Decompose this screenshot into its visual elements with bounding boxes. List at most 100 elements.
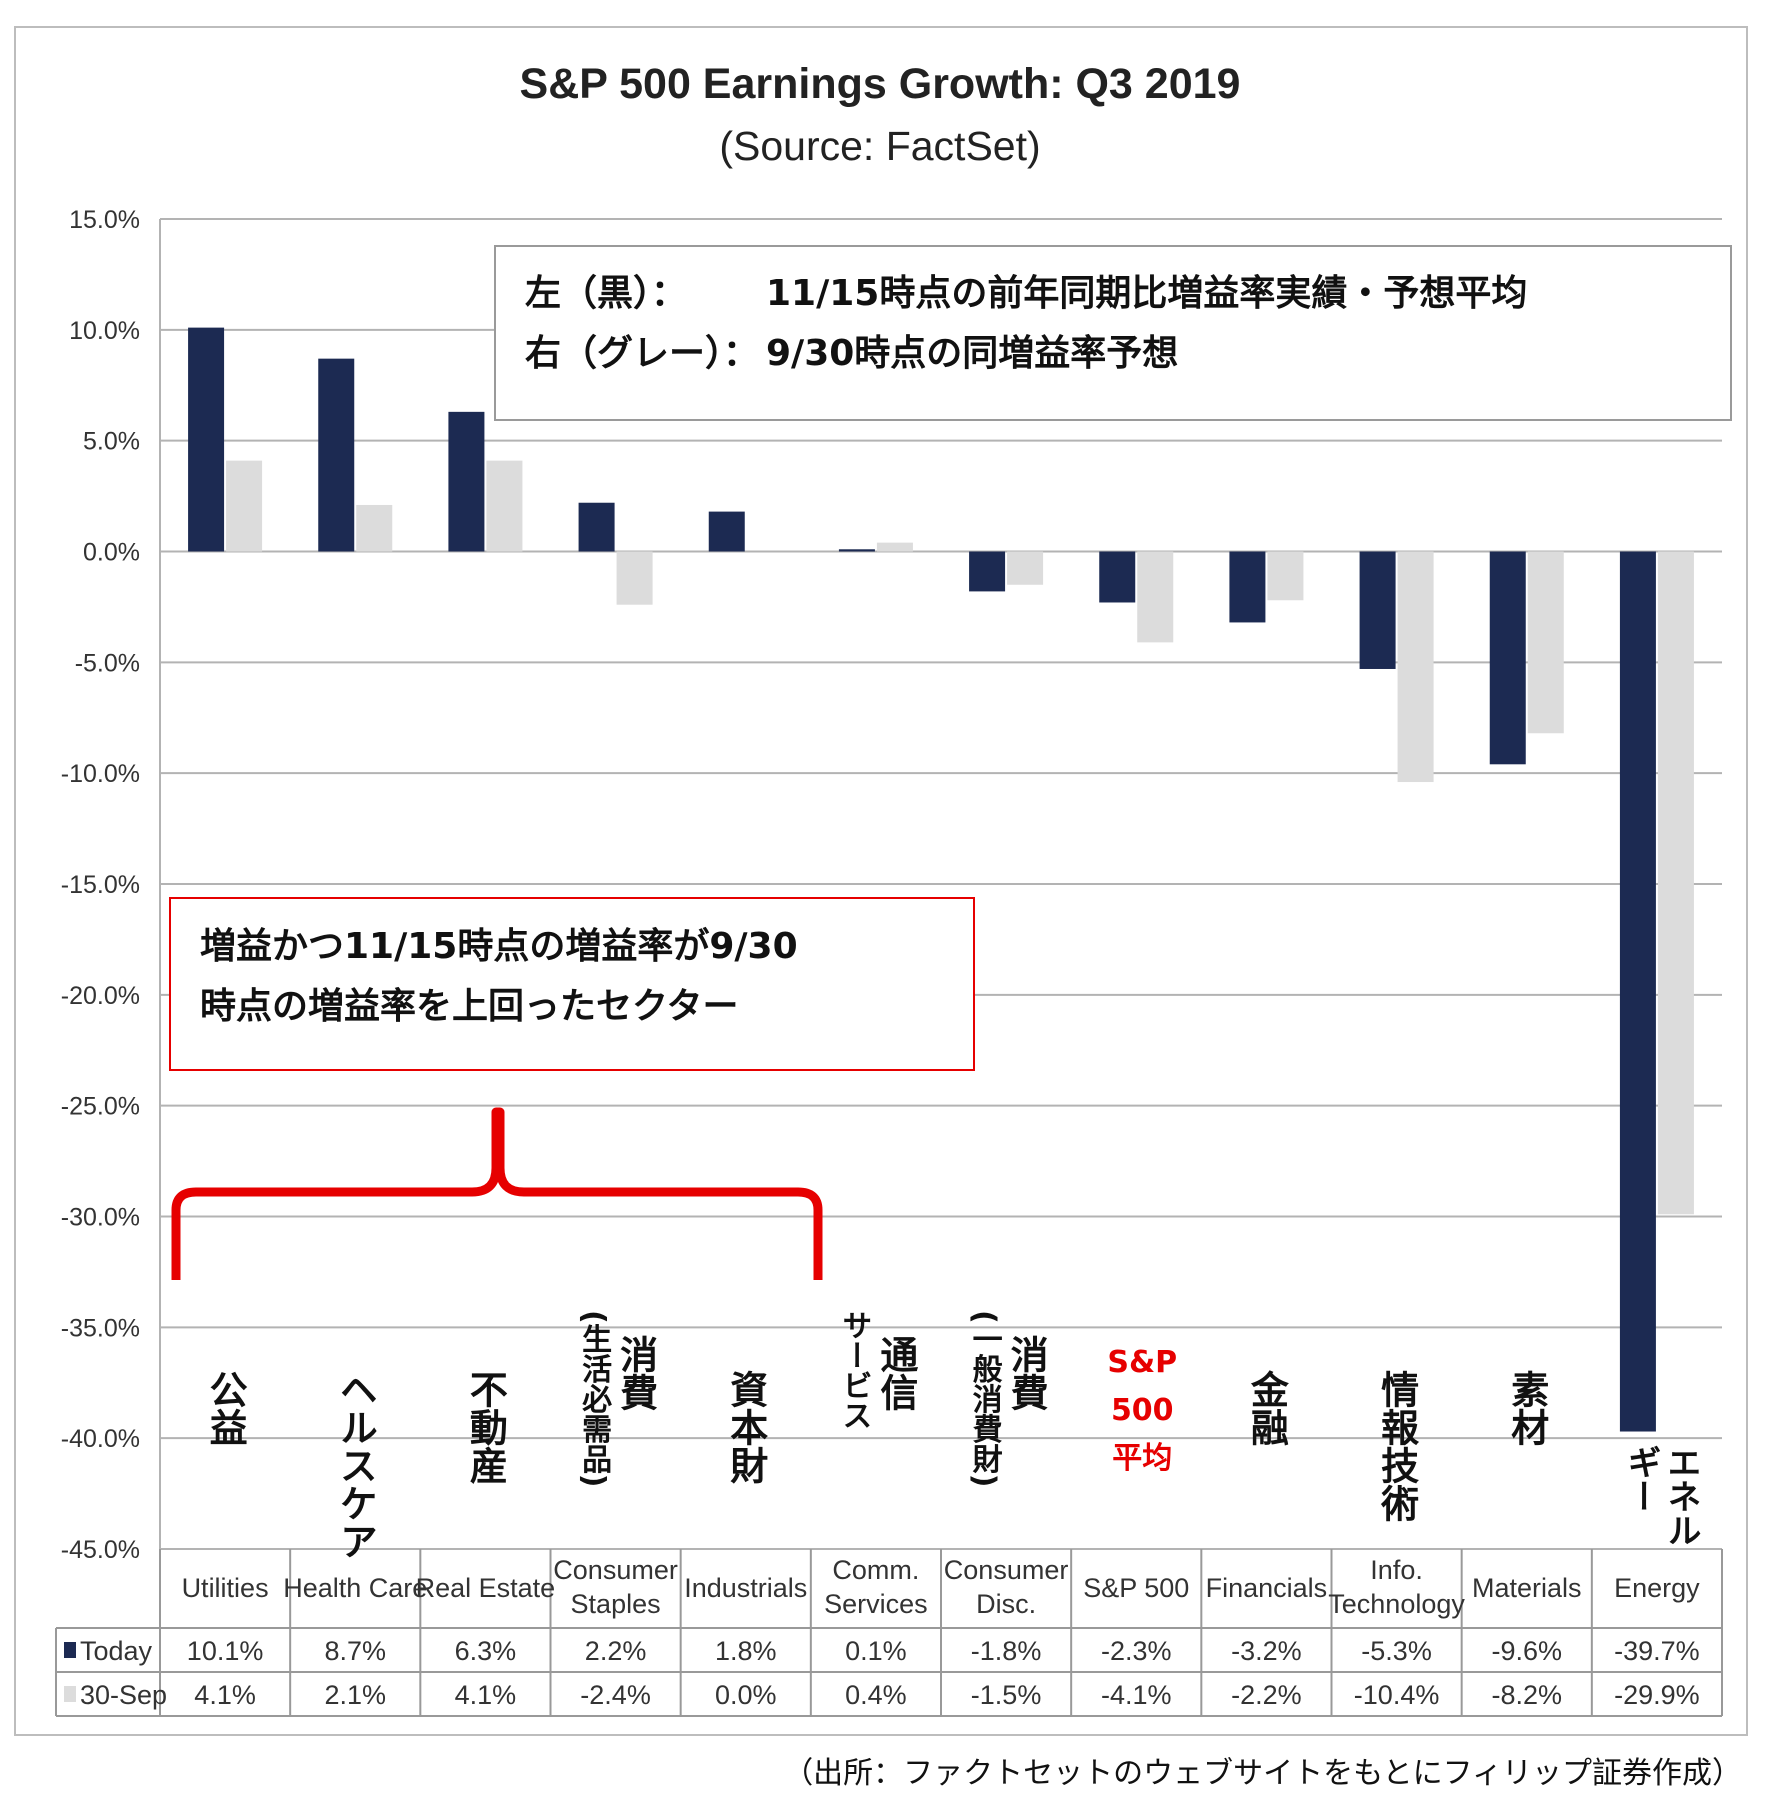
bar-sep30 <box>1267 551 1304 601</box>
sector-label-jp: エネル <box>1661 1445 1701 1547</box>
table-value-cell: -1.5% <box>971 1680 1042 1710</box>
bar-today <box>708 511 745 552</box>
table-header-cell: Consumer <box>944 1555 1069 1585</box>
legend-right-desc: 9/30時点の同増益率予想 <box>766 333 1178 374</box>
legend-swatch <box>64 1642 76 1658</box>
sector-label-jp: 不動産 <box>463 1370 507 1485</box>
y-axis-ticks: 15.0% 10.0% 5.0% 0.0% -5.0% -10.0% -15.0% -20.0… <box>61 206 140 1564</box>
table-header-cell: Financials <box>1206 1573 1328 1603</box>
y-tick-label: 0.0% <box>83 539 140 567</box>
bar-sep30 <box>1657 551 1694 1215</box>
bar-today <box>578 502 615 552</box>
sector-label-jp: (一般消費財) <box>967 1310 1003 1487</box>
sector-label-jp: ヘルスケア <box>333 1370 377 1560</box>
sector-label-jp: 消費 <box>1004 1335 1048 1411</box>
legend-swatch <box>64 1686 76 1702</box>
table-value-cell: -3.2% <box>1231 1636 1302 1666</box>
bar-sep30 <box>1007 551 1044 585</box>
sector-label-jp: S&P <box>1107 1345 1177 1380</box>
table-value-cell: 2.2% <box>585 1636 647 1666</box>
y-tick-label: -30.0% <box>61 1204 140 1232</box>
y-tick-label: -45.0% <box>61 1536 140 1564</box>
series-name: 30-Sep <box>80 1680 167 1710</box>
chart-title: S&P 500 Earnings Growth: Q3 2019 <box>520 60 1241 108</box>
bar-today <box>1489 551 1526 765</box>
sector-label-jp: 金融 <box>1244 1369 1289 1446</box>
table-value-cell: 1.8% <box>715 1636 777 1666</box>
table-header-cell: Disc. <box>976 1589 1036 1619</box>
table-value-cell: -10.4% <box>1354 1680 1440 1710</box>
table-value-cell: 0.1% <box>845 1636 907 1666</box>
bar-today <box>1359 551 1396 669</box>
sector-label-jp: 500 <box>1111 1393 1174 1428</box>
highlight-box: 増益かつ11/15時点の増益率が9/30 時点の増益率を上回ったセクター <box>169 897 975 1071</box>
y-tick-label: 10.0% <box>69 317 140 345</box>
table-value-cell: -4.1% <box>1101 1680 1172 1710</box>
y-tick-label: -10.0% <box>61 760 140 788</box>
table-header-cell: Services <box>824 1589 928 1619</box>
table-value-cell: -8.2% <box>1491 1680 1562 1710</box>
sector-label-jp: 平均 <box>1112 1441 1172 1476</box>
table-header-cell: Technology <box>1328 1589 1465 1619</box>
table-value-cell: -2.2% <box>1231 1680 1302 1710</box>
y-tick-label: -25.0% <box>61 1093 140 1121</box>
table-value-cell: -39.7% <box>1614 1636 1700 1666</box>
source-note: （出所：ファクトセットのウェブサイトをもとにフィリップ証券作成） <box>783 1756 1742 1791</box>
bar-today <box>448 411 485 552</box>
legend-right-label: 右（グレー）： <box>525 333 759 374</box>
legend-box: 左（黒）： 11/15時点の前年同期比増益率実績・予想平均 右（グレー）： 9/… <box>494 245 1732 421</box>
table-header-cell: Consumer <box>553 1555 678 1585</box>
table-header-cell: Industrials <box>684 1573 807 1603</box>
bar-sep30 <box>1397 551 1434 783</box>
series-name: Today <box>80 1636 153 1666</box>
bar-today <box>969 551 1006 592</box>
table-value-cell: 0.0% <box>715 1680 777 1710</box>
sector-label-jp: 消費 <box>614 1335 658 1411</box>
table-value-cell: 6.3% <box>455 1636 517 1666</box>
table-header-cell: Comm. <box>832 1555 919 1585</box>
table-header-cell: Energy <box>1614 1573 1700 1603</box>
sector-label-jp: ギー <box>1621 1445 1661 1513</box>
legend-left-label: 左（黒）： <box>525 273 687 314</box>
table-header-cell: Health Care <box>283 1573 427 1603</box>
y-tick-label: 15.0% <box>69 206 140 234</box>
table-value-cell: -2.4% <box>580 1680 651 1710</box>
chart-subtitle: (Source: FactSet) <box>719 123 1040 169</box>
sector-label-jp: 資本財 <box>724 1370 768 1484</box>
bar-sep30 <box>1527 551 1564 734</box>
table-header-cell: Real Estate <box>416 1573 556 1603</box>
bars <box>188 327 1694 1432</box>
sector-label-jp: (生活必需品) <box>576 1310 612 1487</box>
bar-sep30 <box>1137 551 1174 643</box>
y-tick-label: -35.0% <box>61 1314 140 1342</box>
sector-label-jp: サービス <box>836 1310 871 1430</box>
table-value-cell: -29.9% <box>1614 1680 1700 1710</box>
chart-frame <box>14 26 1748 1736</box>
y-tick-label: 5.0% <box>83 428 140 456</box>
table-value-cell: 4.1% <box>455 1680 517 1710</box>
table-value-cell: -2.3% <box>1101 1636 1172 1666</box>
bar-today <box>188 327 225 552</box>
y-tick-label: -40.0% <box>61 1425 140 1453</box>
sector-label-jp: 情報技術 <box>1375 1370 1420 1522</box>
table-header-cell: S&P 500 <box>1083 1573 1189 1603</box>
table-header-cell: Materials <box>1472 1573 1582 1603</box>
y-tick-label: -20.0% <box>61 982 140 1010</box>
table-value-cell: 2.1% <box>324 1680 386 1710</box>
bar-today <box>1099 551 1136 603</box>
table-value-cell: 0.4% <box>845 1680 907 1710</box>
legend-left-desc: 11/15時点の前年同期比増益率実績・予想平均 <box>766 273 1527 314</box>
table-header-cell: Info. <box>1370 1555 1423 1585</box>
bar-today <box>1619 551 1656 1432</box>
bar-sep30 <box>356 504 393 552</box>
y-tick-label: -15.0% <box>61 871 140 899</box>
highlight-line-2: 時点の増益率を上回ったセクター <box>200 986 739 1027</box>
bar-sep30 <box>226 460 263 552</box>
bar-sep30 <box>876 542 913 552</box>
table-value-cell: 8.7% <box>324 1636 386 1666</box>
sector-label-jp: 通信 <box>874 1335 918 1411</box>
bar-sep30 <box>616 551 653 605</box>
